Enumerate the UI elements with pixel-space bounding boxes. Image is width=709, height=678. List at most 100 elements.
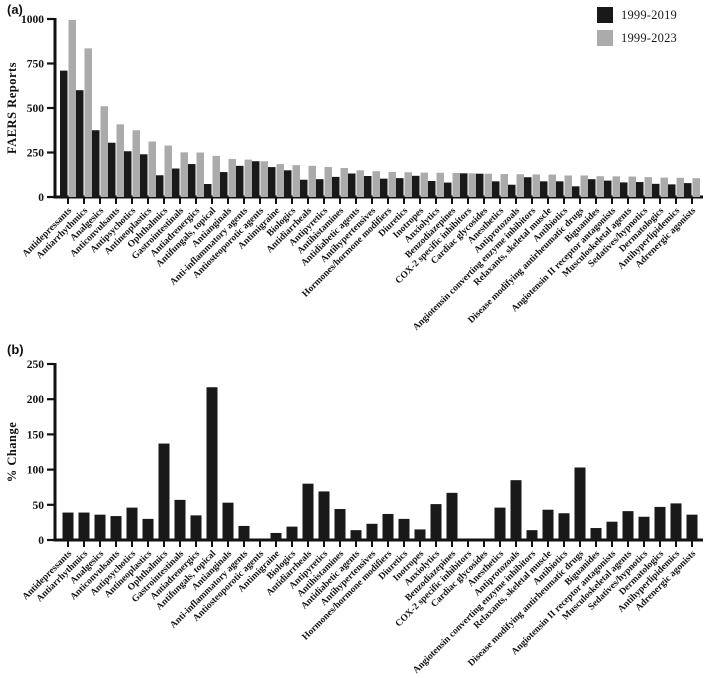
bar-s0-c36 xyxy=(638,516,650,540)
bar-s1-c30 xyxy=(548,174,556,197)
bar-s0-c1 xyxy=(76,90,84,197)
y-tick-label: 250 xyxy=(27,359,45,371)
y-tick-label: 1000 xyxy=(21,14,44,26)
bar-s0-c15 xyxy=(302,483,314,540)
bar-s0-c13 xyxy=(268,167,276,197)
y-axis-title: FAERS Reports xyxy=(5,62,19,154)
bar-s0-c0 xyxy=(60,70,68,197)
bar-s0-c19 xyxy=(364,175,372,197)
bar-s0-c31 xyxy=(558,513,570,540)
bar-s0-c22 xyxy=(414,529,426,540)
bar-s0-c28 xyxy=(510,480,522,540)
bar-s1-c28 xyxy=(516,174,524,197)
bar-s0-c18 xyxy=(348,173,356,197)
bar-s0-c5 xyxy=(142,518,154,540)
bar-s0-c20 xyxy=(380,178,388,197)
y-axis-title: % Change xyxy=(5,422,19,483)
panel-b: (b) 0 50 100 150 200 250% Change Antidepressan… xyxy=(0,340,709,678)
legend: 1999-2019 1999-2023 xyxy=(597,7,677,46)
bar-s0-c35 xyxy=(620,182,628,197)
bar-s1-c32 xyxy=(580,175,588,197)
y-tick-label: 200 xyxy=(27,394,45,406)
legend-item-1999-2023: 1999-2023 xyxy=(597,30,677,46)
bar-s0-c15 xyxy=(300,179,308,197)
bar-s1-c9 xyxy=(212,155,220,197)
bar-s0-c31 xyxy=(556,181,564,197)
bar-s0-c23 xyxy=(428,180,436,197)
bar-s1-c35 xyxy=(628,176,636,197)
legend-label-1999-2019: 1999-2019 xyxy=(621,7,677,22)
bar-s1-c20 xyxy=(388,171,396,197)
bar-s0-c24 xyxy=(444,182,452,197)
bar-s0-c10 xyxy=(220,172,228,197)
bar-s1-c12 xyxy=(260,161,268,197)
y-tick-label: 150 xyxy=(27,429,45,441)
bar-s0-c3 xyxy=(108,142,116,197)
bar-s0-c3 xyxy=(110,516,122,540)
bar-s0-c27 xyxy=(492,181,500,197)
bar-s0-c29 xyxy=(526,530,538,540)
bar-s1-c5 xyxy=(148,141,156,197)
bar-s0-c24 xyxy=(446,492,458,540)
bar-s0-c29 xyxy=(524,177,532,197)
y-tick-label: 0 xyxy=(38,535,44,547)
bar-s0-c7 xyxy=(172,168,180,197)
bar-s0-c13 xyxy=(270,532,282,540)
bar-s0-c18 xyxy=(350,530,362,540)
bar-s1-c1 xyxy=(84,48,92,198)
bar-s0-c28 xyxy=(508,184,516,197)
bar-s0-c36 xyxy=(636,182,644,197)
panel-b-label: (b) xyxy=(7,342,24,357)
bar-s1-c6 xyxy=(164,145,172,197)
bar-s1-c15 xyxy=(308,165,316,197)
bar-s0-c4 xyxy=(124,151,132,197)
bar-s0-c35 xyxy=(622,511,634,540)
y-tick-label: 250 xyxy=(27,148,45,160)
bar-s0-c33 xyxy=(590,528,602,540)
bar-s1-c4 xyxy=(132,130,140,197)
bar-s0-c8 xyxy=(190,515,202,540)
legend-item-1999-2019: 1999-2019 xyxy=(597,7,677,23)
bar-s0-c16 xyxy=(318,491,330,540)
bar-s0-c20 xyxy=(382,513,394,540)
panel-a-label: (a) xyxy=(7,2,23,17)
bar-s0-c9 xyxy=(204,184,212,197)
bar-s1-c31 xyxy=(564,175,572,197)
bar-s0-c22 xyxy=(412,175,420,197)
bar-s1-c13 xyxy=(276,164,284,197)
bar-s0-c21 xyxy=(398,518,410,540)
bar-s1-c23 xyxy=(436,172,444,197)
bar-s0-c38 xyxy=(670,503,682,540)
bar-s1-c34 xyxy=(612,176,620,197)
bar-s0-c4 xyxy=(126,507,138,540)
legend-swatch-1999-2019-icon xyxy=(597,7,613,23)
bar-s1-c36 xyxy=(644,177,652,197)
panel-a: (a) 0 250 500 750 1000 FAERS Reports Antidepre… xyxy=(5,2,703,333)
bar-s0-c27 xyxy=(494,507,506,540)
bar-s1-c3 xyxy=(116,124,124,197)
bar-s0-c14 xyxy=(286,526,298,540)
bar-s0-c10 xyxy=(222,502,234,540)
bar-s1-c29 xyxy=(532,174,540,197)
bar-s0-c11 xyxy=(238,525,250,540)
legend-label-1999-2023: 1999-2023 xyxy=(621,30,677,45)
bar-s0-c12 xyxy=(252,161,260,197)
bar-s0-c32 xyxy=(574,467,586,540)
bar-s0-c17 xyxy=(332,176,340,197)
bar-s0-c2 xyxy=(94,514,106,540)
y-tick-label: 100 xyxy=(27,465,45,477)
bar-s1-c27 xyxy=(500,174,508,197)
y-tick-label: 750 xyxy=(27,59,45,71)
bar-s0-c17 xyxy=(334,509,346,540)
y-tick-label: 50 xyxy=(33,500,45,512)
bar-s1-c37 xyxy=(660,177,668,197)
bar-s0-c2 xyxy=(92,130,100,197)
bar-s0-c23 xyxy=(430,504,442,540)
bar-s1-c16 xyxy=(324,166,332,197)
bar-s1-c21 xyxy=(404,172,412,197)
bar-s1-c7 xyxy=(180,152,188,197)
bar-s0-c7 xyxy=(174,499,186,540)
bar-s1-c8 xyxy=(196,152,204,197)
